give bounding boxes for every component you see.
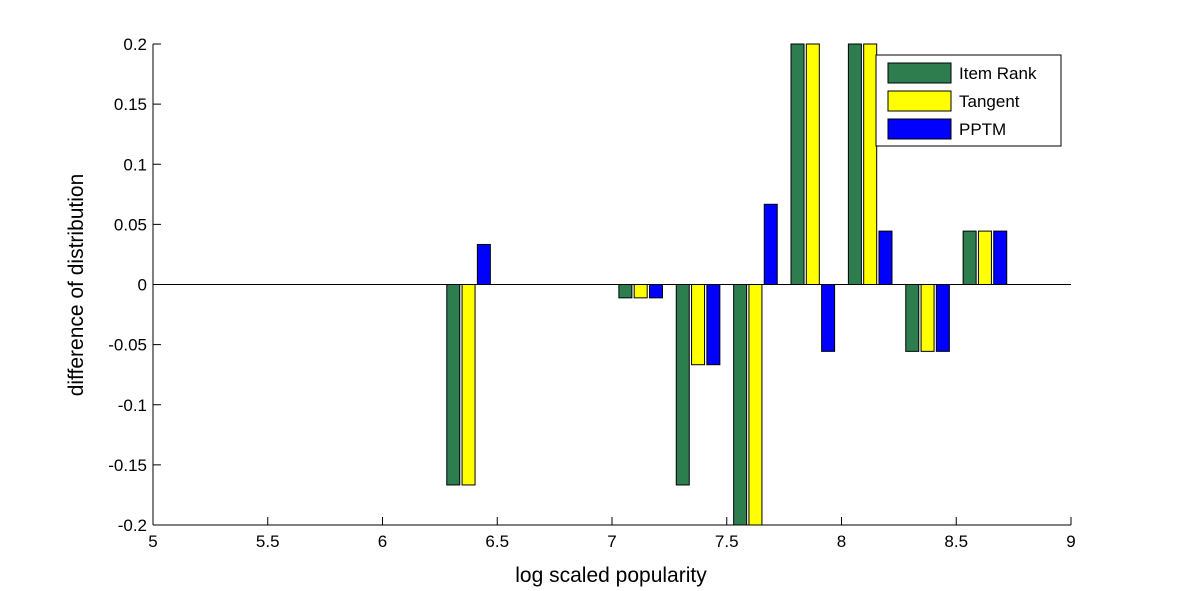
bar-tangent-3: [748, 284, 763, 526]
y-tick-label: -0.15: [108, 456, 147, 475]
bar-tangent-0: [461, 284, 476, 486]
bar-pptm-4: [821, 284, 836, 352]
y-tick-label: -0.05: [108, 336, 147, 355]
x-tick-label: 6: [378, 532, 387, 551]
legend-swatch: [887, 62, 952, 84]
bar-tangent-4: [805, 43, 820, 285]
bar-tangent-6: [920, 284, 935, 352]
bar-tangent-1: [633, 284, 648, 299]
bar-pptm-7: [993, 230, 1008, 285]
y-tick-label: 0.1: [123, 155, 147, 174]
bar-item-rank-0: [446, 284, 461, 486]
y-tick-label: 0.05: [114, 215, 147, 234]
x-tick-label: 7: [607, 532, 616, 551]
x-tick-label: 5.5: [256, 532, 280, 551]
y-tick-label: 0.15: [114, 95, 147, 114]
bar-item-rank-1: [618, 284, 633, 299]
y-ticks-group: -0.2 -0.15 -0.1 -0.05 0 0.05 0.1 0.15 0.2: [108, 35, 161, 535]
bar-tangent-7: [977, 230, 992, 285]
bar-pptm-6: [935, 284, 950, 352]
bar-pptm-0: [476, 243, 491, 286]
x-tick-label: 8: [837, 532, 846, 551]
bar-tangent-5: [863, 43, 878, 285]
x-tick-label: 7.5: [715, 532, 739, 551]
y-tick-label: -0.1: [118, 396, 147, 415]
bar-item-rank-7: [962, 230, 977, 285]
y-tick-label: 0.2: [123, 35, 147, 54]
bar-tangent-2: [691, 284, 706, 366]
legend: Item Rank Tangent PPTM: [875, 54, 1062, 147]
bar-item-rank-6: [905, 284, 920, 352]
x-tick-label: 8.5: [944, 532, 968, 551]
bar-pptm-2: [706, 284, 721, 366]
bar-item-rank-2: [675, 284, 690, 486]
bar-item-rank-4: [790, 43, 805, 285]
x-tick-label: 6.5: [485, 532, 509, 551]
bar-pptm-1: [648, 284, 663, 299]
legend-swatch: [887, 118, 952, 140]
bar-pptm-3: [763, 203, 778, 285]
legend-label: Item Rank: [959, 64, 1037, 83]
x-tick-label: 5: [148, 532, 157, 551]
y-tick-label: -0.2: [118, 516, 147, 535]
x-tick-label: 9: [1066, 532, 1075, 551]
legend-label: PPTM: [959, 120, 1006, 139]
legend-label: Tangent: [959, 92, 1020, 111]
y-axis-label: difference of distribution: [65, 174, 88, 397]
bar-item-rank-3: [733, 284, 748, 526]
bar-item-rank-5: [847, 43, 862, 285]
y-tick-label: 0: [138, 276, 147, 295]
legend-swatch: [887, 90, 952, 112]
x-axis-label: log scaled popularity: [515, 564, 707, 587]
bar-pptm-5: [878, 230, 893, 285]
x-ticks-group: 5 5.5 6 6.5 7 7.5 8 8.5 9: [148, 517, 1076, 551]
